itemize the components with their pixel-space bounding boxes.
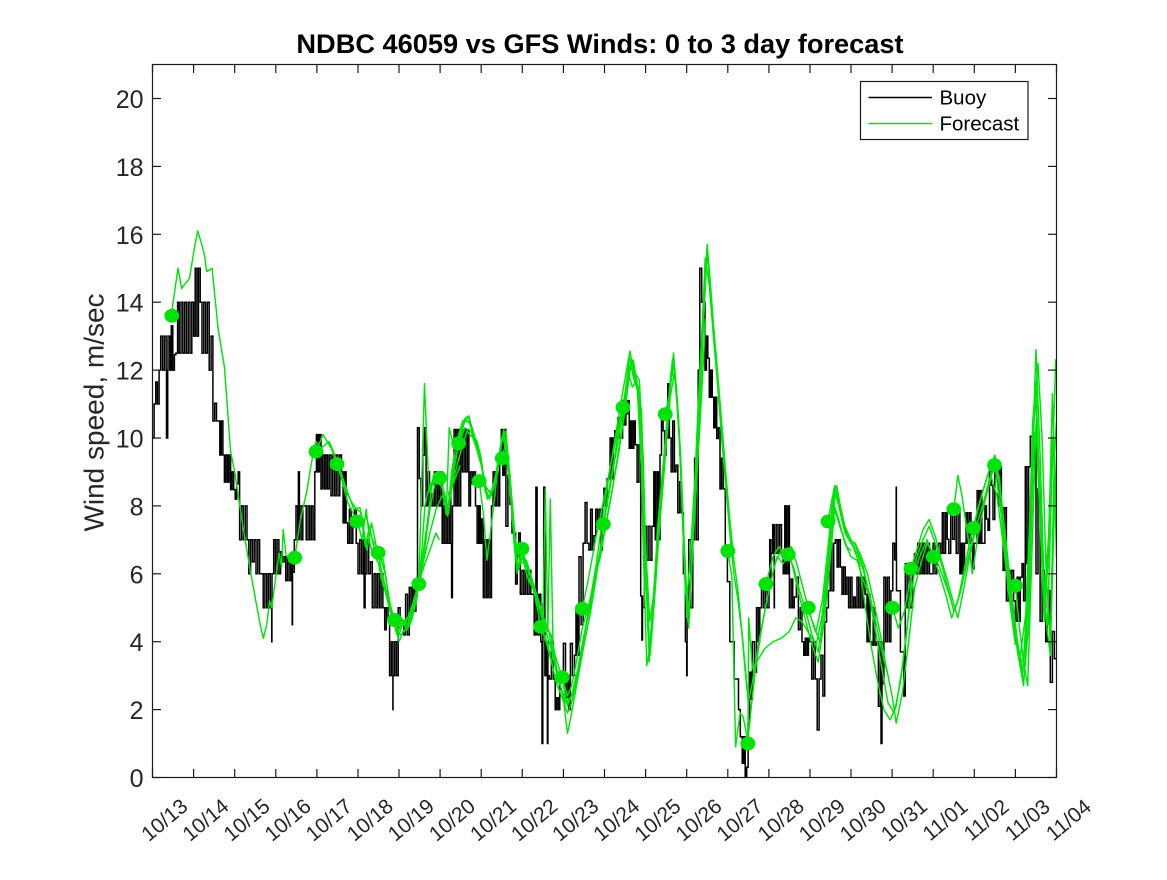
svg-text:6: 6 — [130, 561, 144, 589]
svg-text:14: 14 — [116, 290, 144, 318]
svg-text:4: 4 — [130, 629, 144, 657]
svg-text:Wind speed, m/sec: Wind speed, m/sec — [79, 293, 110, 531]
svg-text:10: 10 — [116, 426, 144, 454]
svg-text:16: 16 — [116, 222, 144, 250]
svg-text:20: 20 — [116, 86, 144, 114]
svg-text:18: 18 — [116, 154, 144, 182]
svg-text:12: 12 — [116, 358, 144, 386]
svg-text:2: 2 — [130, 697, 144, 725]
svg-text:8: 8 — [130, 493, 144, 521]
svg-text:Forecast: Forecast — [940, 113, 1020, 136]
svg-text:NDBC 46059 vs GFS Winds: 0 to: NDBC 46059 vs GFS Winds: 0 to 3 day fore… — [296, 28, 903, 59]
svg-text:Buoy: Buoy — [940, 87, 987, 110]
svg-text:0: 0 — [130, 765, 144, 793]
